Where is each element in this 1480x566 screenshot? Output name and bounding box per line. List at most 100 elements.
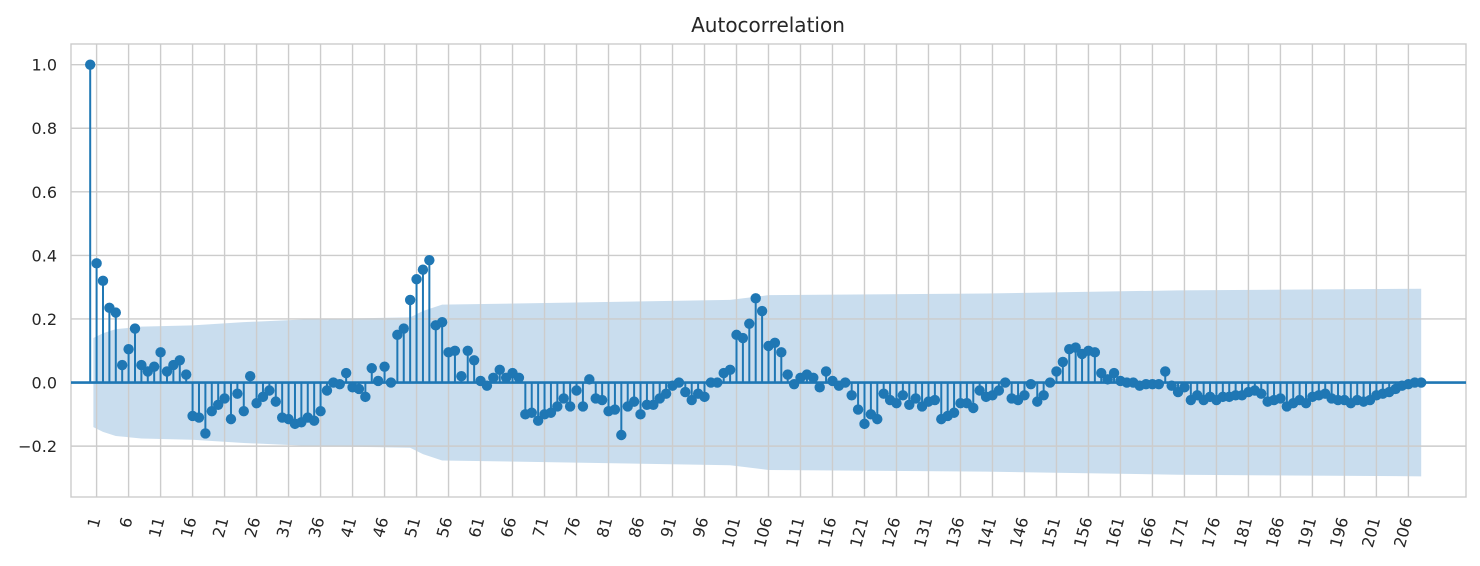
acf-point bbox=[1038, 390, 1049, 401]
x-tick-label: 201 bbox=[1358, 515, 1384, 549]
acf-point bbox=[379, 361, 390, 372]
x-tick-label: 171 bbox=[1166, 515, 1192, 549]
acf-point bbox=[340, 367, 352, 379]
acf-point bbox=[1102, 374, 1113, 385]
x-tick-label: 131 bbox=[910, 515, 936, 549]
x-tick-label: 61 bbox=[465, 515, 489, 540]
x-tick-label: 6 bbox=[115, 515, 136, 530]
chart-title: Autocorrelation bbox=[691, 13, 845, 37]
x-tick-label: 186 bbox=[1262, 515, 1288, 549]
acf-point bbox=[904, 399, 915, 411]
acf-point bbox=[552, 401, 563, 412]
acf-point bbox=[174, 355, 185, 366]
x-tick-label: 16 bbox=[177, 515, 201, 540]
x-tick-label: 76 bbox=[561, 515, 585, 540]
acf-point bbox=[974, 385, 985, 396]
acf-point bbox=[449, 345, 461, 356]
acf-point bbox=[1000, 377, 1011, 388]
x-tick-label: 1 bbox=[83, 515, 104, 530]
acf-point bbox=[232, 388, 243, 399]
acf-point bbox=[1096, 367, 1107, 379]
acf-point bbox=[571, 385, 582, 396]
acf-point bbox=[200, 428, 211, 439]
acf-point bbox=[334, 378, 345, 390]
acf-point bbox=[212, 399, 224, 411]
acf-point bbox=[385, 377, 397, 388]
x-tick-label: 136 bbox=[942, 515, 968, 549]
acf-point bbox=[308, 415, 320, 426]
acf-point bbox=[456, 371, 467, 382]
acf-point bbox=[584, 374, 595, 385]
x-tick-label: 51 bbox=[401, 515, 425, 540]
x-tick-label: 156 bbox=[1070, 515, 1096, 549]
acf-point bbox=[116, 359, 128, 371]
acf-point bbox=[462, 345, 473, 356]
acf-point bbox=[1166, 380, 1177, 391]
acf-point bbox=[315, 405, 326, 417]
acf-point bbox=[724, 364, 736, 376]
acf-point bbox=[948, 407, 960, 418]
acf-point bbox=[411, 274, 422, 285]
x-tick-label: 26 bbox=[241, 515, 265, 540]
x-tick-label: 141 bbox=[974, 515, 1000, 549]
acf-point bbox=[699, 391, 710, 403]
acf-point bbox=[1179, 382, 1190, 393]
acf-point bbox=[392, 329, 403, 341]
acf-point bbox=[372, 375, 384, 387]
acf-point bbox=[353, 383, 365, 395]
acf-point bbox=[398, 323, 409, 334]
acf-point bbox=[891, 398, 902, 409]
acf-point bbox=[494, 364, 505, 376]
x-tick-label: 146 bbox=[1006, 515, 1032, 549]
acf-point bbox=[744, 318, 755, 329]
x-tick-label: 151 bbox=[1038, 515, 1064, 549]
acf-point bbox=[155, 347, 166, 358]
acf-point bbox=[545, 407, 557, 418]
acf-point bbox=[628, 396, 640, 407]
x-tick-label: 86 bbox=[625, 515, 649, 540]
acf-point bbox=[251, 398, 262, 409]
acf-point bbox=[660, 388, 672, 399]
acf-point bbox=[782, 369, 793, 380]
acf-point bbox=[968, 402, 979, 414]
x-tick-label: 31 bbox=[273, 515, 297, 540]
acf-point bbox=[878, 388, 889, 399]
acf-point bbox=[1256, 388, 1267, 399]
acf-point bbox=[1032, 396, 1043, 407]
acf-point bbox=[161, 366, 173, 377]
acf-point bbox=[680, 386, 691, 398]
acf-point bbox=[609, 404, 621, 415]
x-tick-label: 191 bbox=[1294, 515, 1320, 549]
acf-point bbox=[686, 394, 697, 406]
x-tick-label: 121 bbox=[846, 515, 872, 549]
x-tick-label: 56 bbox=[433, 515, 457, 540]
acf-point bbox=[532, 415, 544, 426]
acf-point bbox=[1300, 398, 1312, 409]
acf-point bbox=[129, 323, 141, 334]
y-tick-label: 0.4 bbox=[32, 246, 57, 265]
x-tick-label: 106 bbox=[750, 515, 776, 549]
acf-point bbox=[840, 377, 851, 388]
x-tick-label: 21 bbox=[209, 515, 233, 540]
acf-point bbox=[136, 359, 147, 371]
acf-point bbox=[756, 305, 768, 317]
acf-point bbox=[1019, 390, 1030, 401]
x-tick-label: 116 bbox=[814, 515, 840, 549]
acf-point bbox=[1160, 366, 1171, 377]
acf-point bbox=[1051, 366, 1062, 377]
acf-point bbox=[910, 393, 921, 404]
acf-point bbox=[180, 369, 192, 380]
acf-point bbox=[859, 418, 870, 430]
acf-point bbox=[1108, 367, 1120, 379]
acf-point bbox=[1057, 356, 1069, 368]
acf-point bbox=[321, 385, 333, 396]
acf-point bbox=[84, 59, 96, 70]
acf-point bbox=[513, 372, 525, 383]
acf-point bbox=[424, 254, 435, 266]
y-tick-label: 0.8 bbox=[32, 119, 57, 138]
acf-point bbox=[635, 409, 646, 420]
acf-point bbox=[257, 391, 269, 403]
x-tick-label: 41 bbox=[337, 515, 361, 540]
x-tick-label: 71 bbox=[529, 515, 553, 540]
